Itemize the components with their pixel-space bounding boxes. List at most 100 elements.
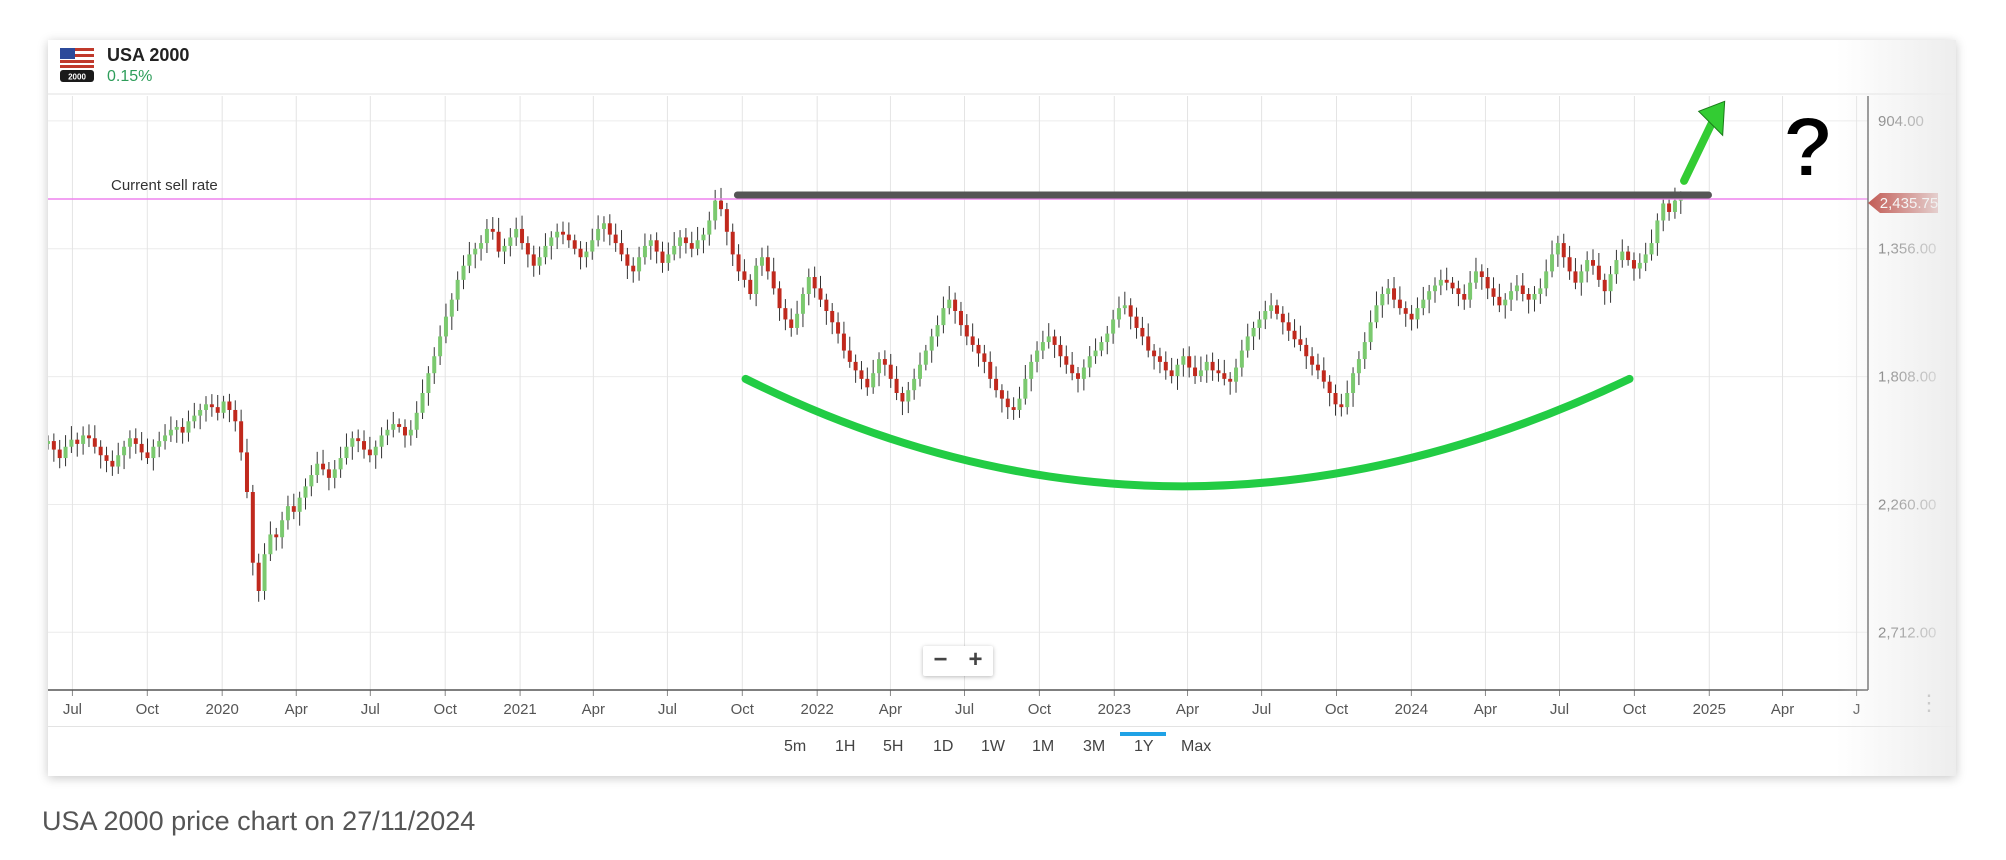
candle-body — [1157, 356, 1162, 362]
candle-body — [1216, 370, 1221, 374]
candle-body — [771, 271, 776, 289]
candle-body — [1567, 257, 1572, 272]
candle-body — [227, 401, 232, 410]
candle-body — [1239, 350, 1244, 368]
candle-body — [1187, 356, 1192, 368]
time-tick-label: Jul — [361, 701, 380, 718]
timeframe-1w[interactable]: 1W — [981, 738, 1005, 755]
selected-timeframe-indicator — [1120, 732, 1166, 736]
candle-body — [332, 469, 337, 478]
candle-body — [941, 308, 946, 326]
candle-body — [947, 299, 952, 309]
time-tick-label: Apr — [582, 701, 605, 718]
price-tick-label: 904.00 — [1878, 113, 1924, 130]
timeframe-1h[interactable]: 1H — [835, 738, 856, 755]
candle-body — [1046, 336, 1051, 343]
candle-body — [730, 231, 735, 255]
candle-body — [244, 452, 249, 492]
candle-body — [683, 237, 688, 244]
candle-body — [853, 361, 858, 371]
time-tick-label: Jul — [1252, 701, 1271, 718]
timeframe-1d[interactable]: 1D — [933, 738, 954, 755]
candle-body — [443, 316, 448, 337]
candle-body — [525, 243, 530, 255]
timeframe-5m[interactable]: 5m — [784, 738, 807, 755]
candle-body — [701, 234, 706, 241]
candle-body — [1064, 356, 1069, 365]
candle-body — [590, 240, 595, 252]
candle-body — [543, 245, 548, 258]
candle-body — [1579, 271, 1584, 283]
candle-body — [1643, 254, 1648, 263]
candle-body — [1234, 367, 1239, 382]
question-mark-annotation: ? — [1782, 100, 1833, 194]
candle-body — [1374, 305, 1379, 323]
candle-body — [1544, 271, 1549, 289]
timeframe-1m[interactable]: 1M — [1032, 738, 1055, 755]
candle-body — [561, 231, 566, 235]
more-options-icon[interactable]: ⋮ — [1918, 690, 1940, 715]
candle-body — [912, 378, 917, 391]
candle-body — [391, 424, 396, 430]
zoom-out-button[interactable]: − — [933, 646, 948, 673]
candle-body — [502, 245, 507, 252]
candle-body — [1421, 299, 1426, 309]
candle-body — [209, 404, 214, 408]
candle-body — [373, 446, 378, 456]
candle-body — [198, 409, 203, 416]
candle-body — [168, 429, 173, 436]
candle-body — [976, 344, 981, 354]
candle-body — [221, 401, 226, 413]
current-rate-tag: 2,435.75 — [1868, 193, 1938, 213]
candle-body — [689, 243, 694, 249]
candle-body — [1409, 313, 1414, 320]
candle-body — [1210, 361, 1215, 371]
candle-body — [1339, 404, 1344, 408]
candle-body — [139, 443, 144, 453]
candle-body — [1573, 271, 1578, 283]
candle-body — [86, 435, 91, 439]
candle-body — [824, 299, 829, 311]
candle-body — [1491, 288, 1496, 297]
candle-body — [1292, 330, 1297, 340]
candle-body — [1514, 285, 1519, 292]
candle-body — [1456, 288, 1461, 294]
candle-body — [291, 506, 296, 512]
candle-body — [578, 248, 583, 258]
candle-body — [81, 435, 86, 444]
price-tick-label: 2,712.00 — [1878, 624, 1936, 641]
candle-body — [484, 228, 489, 244]
candle-body — [1509, 291, 1514, 300]
candle-body — [362, 441, 367, 450]
candle-body — [215, 407, 220, 413]
candle-body — [356, 438, 361, 442]
time-tick-label: Jul — [63, 701, 82, 718]
candle-body — [859, 370, 864, 379]
zoom-in-button[interactable]: + — [968, 646, 983, 673]
candle-body — [1163, 361, 1168, 371]
candle-body — [783, 308, 788, 320]
candle-body — [1450, 282, 1455, 289]
candle-body — [818, 288, 823, 300]
candle-body — [1386, 288, 1391, 294]
timeframe-1y[interactable]: 1Y — [1134, 738, 1154, 755]
candle-body — [1099, 342, 1104, 351]
timeframe-3m[interactable]: 3M — [1083, 738, 1106, 755]
candle-body — [385, 429, 390, 436]
time-tick-label: Jul — [1550, 701, 1569, 718]
candle-body — [1503, 299, 1508, 306]
timeframe-max[interactable]: Max — [1181, 738, 1212, 755]
candle-body — [157, 441, 162, 447]
time-tick-label: 2020 — [205, 701, 238, 718]
candle-body — [1497, 296, 1502, 306]
candle-body — [795, 313, 800, 328]
candle-body — [707, 220, 712, 235]
candle-body — [1152, 350, 1157, 357]
timeframe-5h[interactable]: 5H — [883, 738, 904, 755]
candle-body — [1602, 279, 1607, 292]
candle-body — [1315, 364, 1320, 371]
current-rate-value: 2,435.75 — [1880, 195, 1938, 212]
price-chart[interactable]: 2,712.00 2,260.00 1,808.00 1,356.00 904.00 J… — [48, 40, 1956, 726]
candle-body — [1093, 350, 1098, 357]
candle-body — [192, 415, 197, 422]
